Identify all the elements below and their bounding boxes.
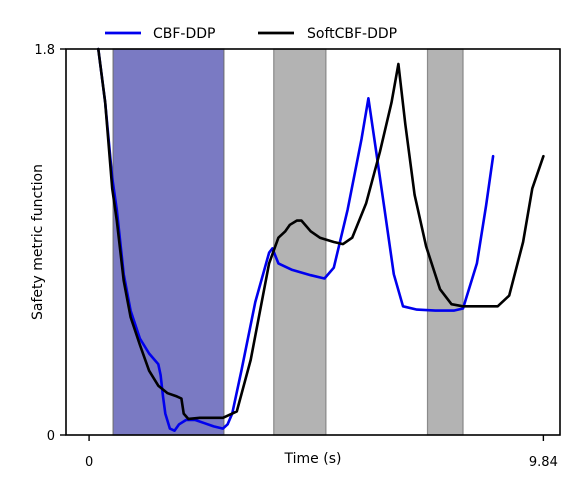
x-tick-label-0: 0 — [85, 455, 93, 470]
axis-ticks: 0 9.84 0 1.8 — [34, 43, 558, 470]
legend-label-0: CBF-DDP — [153, 26, 216, 42]
x-tick-label-1: 9.84 — [529, 455, 558, 470]
shaded-region-1 — [112, 48, 225, 436]
legend-label-1: SoftCBF-DDP — [307, 26, 397, 42]
shaded-regions — [112, 48, 464, 436]
series-line-cbf-ddp — [97, 47, 495, 432]
series-line-softcbf-ddp — [97, 47, 545, 421]
shaded-region-2 — [273, 48, 327, 436]
y-tick-label-1: 1.8 — [34, 43, 55, 58]
shaded-region-3 — [426, 48, 464, 436]
series-lines — [97, 47, 545, 432]
legend: CBF-DDP SoftCBF-DDP — [105, 26, 397, 42]
x-axis-label: Time (s) — [284, 451, 342, 467]
plot-frame — [65, 48, 561, 436]
y-tick-label-0: 0 — [47, 429, 55, 444]
y-axis-label: Safety metric function — [30, 164, 46, 320]
